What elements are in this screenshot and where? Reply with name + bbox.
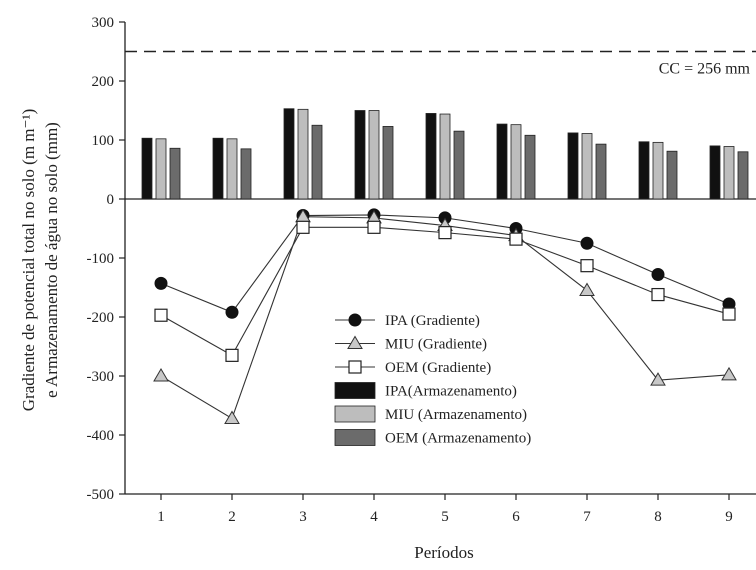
y-tick-label: -400 <box>87 428 115 444</box>
point <box>650 372 666 386</box>
bar <box>297 108 309 200</box>
legend: IPA (Gradiente) MIU (Gradiente) OEM (Gradi… <box>334 313 531 447</box>
point <box>722 307 736 321</box>
bar <box>666 150 678 200</box>
legend-label: MIU (Armazenamento) <box>385 407 527 423</box>
bar <box>382 126 394 200</box>
legend-label: MIU (Gradiente) <box>385 337 487 353</box>
point <box>721 366 737 381</box>
point <box>509 232 523 246</box>
y-tick-label: 300 <box>92 15 115 31</box>
bar <box>311 124 323 200</box>
y-tick-label: -200 <box>87 310 115 326</box>
y-tick-label: 0 <box>107 192 115 208</box>
bar <box>212 137 224 200</box>
bar <box>510 124 522 200</box>
ylabel-line1: Gradiente de potencial total no solo (m … <box>19 109 38 412</box>
bar <box>368 110 380 200</box>
x-tick-label: 6 <box>512 509 520 525</box>
bar <box>453 130 465 200</box>
bar <box>496 123 508 200</box>
point <box>438 226 452 240</box>
bar <box>524 134 536 200</box>
bar <box>737 151 749 200</box>
bar <box>141 137 153 200</box>
x-tick-label: 2 <box>228 509 236 525</box>
bar <box>652 141 664 200</box>
point <box>651 268 665 282</box>
bar <box>723 146 735 200</box>
y-tick-label: 100 <box>92 133 115 149</box>
y-tick-label: -100 <box>87 251 115 267</box>
ylabel-line2: e Armazenamento de água no solo (mm) <box>42 122 61 398</box>
legend-bar-swatch <box>334 429 376 446</box>
bars-layer <box>141 108 749 200</box>
bar <box>638 141 650 200</box>
point <box>580 236 594 250</box>
point <box>225 305 239 319</box>
x-tick-label: 5 <box>441 509 449 525</box>
x-tick-label: 8 <box>654 509 662 525</box>
legend-bar-swatch <box>334 382 376 399</box>
bar <box>226 138 238 200</box>
bar <box>354 110 366 200</box>
bar <box>439 113 451 200</box>
lines-layer <box>153 208 737 424</box>
bar <box>567 132 579 200</box>
bar <box>240 148 252 200</box>
legend-label: IPA (Gradiente) <box>385 313 480 329</box>
bar <box>425 113 437 200</box>
point <box>367 220 381 234</box>
bar <box>283 108 295 200</box>
x-tick-label: 4 <box>370 509 378 525</box>
ref-layer: CC = 256 mm <box>125 50 756 78</box>
point <box>225 348 239 362</box>
point <box>296 220 310 234</box>
point <box>154 276 168 290</box>
bar <box>595 143 607 200</box>
x-tick-label: 9 <box>725 509 733 525</box>
bar <box>155 138 167 200</box>
point <box>348 360 362 374</box>
bar <box>581 133 593 200</box>
point <box>154 308 168 322</box>
bar <box>709 145 721 200</box>
bar <box>169 147 181 200</box>
y-tick-label: -500 <box>87 487 115 503</box>
point <box>347 335 363 349</box>
point <box>348 313 362 327</box>
legend-label: OEM (Gradiente) <box>385 360 491 376</box>
point <box>579 282 595 296</box>
point <box>153 368 169 382</box>
point <box>651 287 665 302</box>
y-tick-label: 200 <box>92 74 115 90</box>
x-tick-label: 7 <box>583 509 591 525</box>
y-tick-label: -300 <box>87 369 115 385</box>
xlabel: Períodos <box>414 543 474 562</box>
point <box>224 410 240 424</box>
x-tick-label: 1 <box>157 509 165 525</box>
legend-label: OEM (Armazenamento) <box>385 431 531 447</box>
legend-bar-swatch <box>334 405 376 423</box>
legend-label: IPA(Armazenamento) <box>385 384 517 400</box>
x-tick-label: 3 <box>299 509 307 525</box>
point <box>580 259 594 273</box>
reference-line-label: CC = 256 mm <box>659 61 751 78</box>
